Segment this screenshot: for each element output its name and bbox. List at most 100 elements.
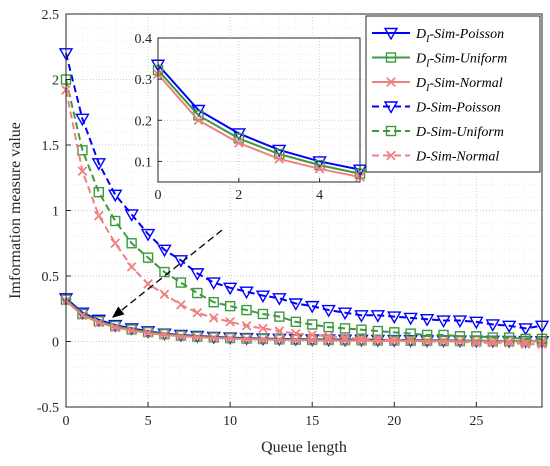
triangle-marker xyxy=(271,144,287,158)
triangle-marker xyxy=(383,27,399,41)
x-marker xyxy=(110,238,121,249)
x-marker xyxy=(307,330,318,340)
square-marker xyxy=(224,300,236,312)
x-marker xyxy=(159,330,170,340)
x-tick-label: 0 xyxy=(63,414,70,429)
x-marker xyxy=(274,154,285,164)
inset-y-tick-label: 0.1 xyxy=(135,155,153,170)
inset-x-tick-label: 4 xyxy=(316,188,323,203)
triangle-marker xyxy=(239,286,254,300)
legend-entry: D-Sim-Uniform xyxy=(372,125,504,140)
x-marker xyxy=(405,335,416,346)
triangle-marker xyxy=(91,158,107,171)
x-marker xyxy=(208,313,219,323)
legend-entry: DI-Sim-Uniform xyxy=(372,52,507,70)
legend-entry: DI-Sim-Poisson xyxy=(372,27,504,45)
x-tick-label: 15 xyxy=(305,414,319,429)
square-marker xyxy=(385,125,397,137)
x-marker xyxy=(258,334,268,345)
square-marker xyxy=(274,311,285,322)
x-marker xyxy=(274,326,285,336)
triangle-marker xyxy=(354,310,369,323)
triangle-marker xyxy=(190,268,205,281)
inset-x-tick-label: 0 xyxy=(155,188,162,203)
x-marker xyxy=(176,299,186,310)
legend-label: DI-Sim-Normal xyxy=(415,76,503,94)
main-ticks: 0 5 10 15 20 25-0.500.511.522.5 xyxy=(37,8,484,429)
series-5 xyxy=(61,85,547,349)
square-marker xyxy=(126,238,137,249)
square-marker xyxy=(438,329,449,341)
triangle-marker xyxy=(387,311,402,325)
x-marker xyxy=(192,332,203,343)
inset-x-tick-label: 2 xyxy=(235,188,242,203)
square-marker xyxy=(93,186,105,198)
y-tick-label: 0 xyxy=(52,336,59,351)
y-tick-label: -0.5 xyxy=(37,401,59,416)
legend-entry: DI-Sim-Normal xyxy=(372,76,503,94)
y-axis-label: Imformation measure value xyxy=(7,122,24,299)
legend-label: D-Sim-Uniform xyxy=(415,125,504,140)
x-marker xyxy=(323,331,334,342)
legend-label: DI-Sim-Poisson xyxy=(415,27,504,45)
square-marker xyxy=(421,329,433,341)
square-marker xyxy=(110,215,121,227)
x-marker xyxy=(386,77,396,87)
square-marker xyxy=(208,297,219,308)
x-marker xyxy=(274,334,285,345)
triangle-marker xyxy=(222,282,238,296)
legend-label: D-Sim-Normal xyxy=(415,150,499,165)
x-marker xyxy=(373,334,383,344)
x-tick-label: 20 xyxy=(387,414,401,429)
x-marker xyxy=(290,328,301,339)
triangle-marker xyxy=(124,209,139,222)
triangle-marker xyxy=(157,244,172,258)
inset-series-line xyxy=(157,69,361,175)
square-marker xyxy=(405,328,416,339)
triangle-marker xyxy=(305,300,320,314)
series-line xyxy=(65,79,542,340)
triangle-marker xyxy=(75,113,90,127)
x-marker xyxy=(389,335,400,346)
inset-y-tick-label: 0.4 xyxy=(135,32,153,47)
square-marker xyxy=(323,321,334,333)
square-marker xyxy=(192,287,203,299)
x-marker xyxy=(258,323,268,334)
arrow-line xyxy=(111,229,223,319)
x-marker xyxy=(93,210,104,221)
y-tick-label: 1.5 xyxy=(42,139,60,154)
series-4 xyxy=(60,74,548,345)
square-marker xyxy=(389,327,400,338)
legend-label: D-Sim-Poisson xyxy=(415,101,501,116)
legend: DI-Sim-Poisson DI-Sim-Uniform DI-Sim-Norma… xyxy=(365,15,541,173)
triangle-marker xyxy=(452,315,468,328)
legend-label: DI-Sim-Uniform xyxy=(415,52,507,70)
triangle-marker xyxy=(436,315,451,328)
x-marker xyxy=(233,138,244,148)
main-series xyxy=(58,48,550,349)
arrow-head xyxy=(111,306,125,318)
square-marker xyxy=(257,308,269,320)
x-marker xyxy=(241,334,252,344)
inset-frame xyxy=(157,37,361,183)
x-marker xyxy=(314,163,325,174)
x-tick-label: 5 xyxy=(145,414,152,429)
inset-series-line xyxy=(157,64,361,171)
triangle-marker xyxy=(140,228,156,242)
triangle-marker xyxy=(206,277,221,290)
x-axis-label: Queue length xyxy=(261,439,347,456)
square-marker xyxy=(241,304,252,316)
triangle-marker xyxy=(469,316,484,330)
square-marker xyxy=(471,331,482,342)
triangle-marker xyxy=(518,323,533,336)
triangle-marker xyxy=(255,290,271,304)
x-marker xyxy=(176,331,186,342)
inset-plot: 0 2 4 0.1 0.2 0.3 0.4 xyxy=(135,32,368,203)
legend-entry: D-Sim-Normal xyxy=(372,150,499,165)
x-marker xyxy=(225,333,235,344)
square-marker xyxy=(307,319,318,330)
x-marker xyxy=(77,166,88,177)
square-marker xyxy=(385,52,397,63)
square-marker xyxy=(77,308,88,320)
x-marker xyxy=(159,289,170,300)
